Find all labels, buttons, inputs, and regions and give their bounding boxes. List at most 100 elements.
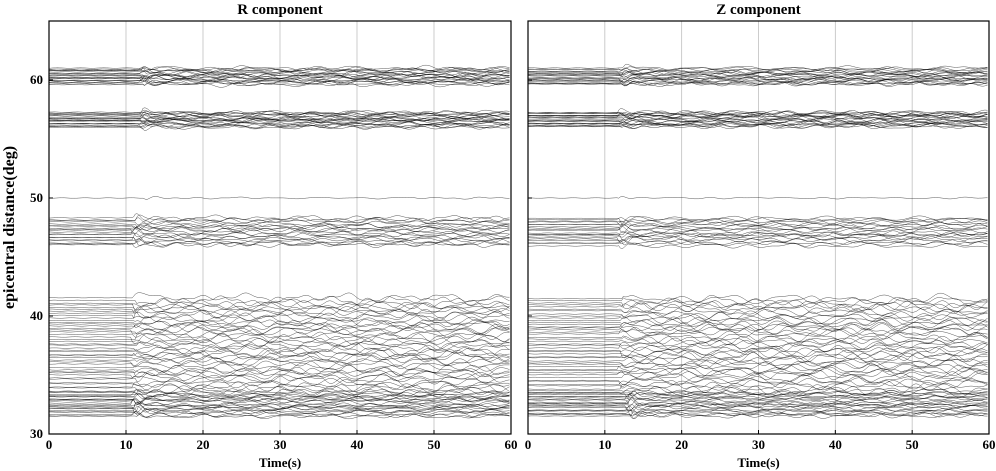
x-tick-label: 30 bbox=[274, 437, 287, 452]
waveform-trace bbox=[528, 411, 988, 419]
waveform-trace bbox=[49, 396, 510, 405]
waveform-trace bbox=[49, 398, 510, 407]
y-axis-label: epicentral distance(deg) bbox=[1, 146, 18, 309]
waveform-trace bbox=[49, 109, 510, 116]
waveform-trace bbox=[49, 74, 510, 82]
waveform-trace bbox=[528, 364, 988, 376]
waveform-trace bbox=[49, 362, 510, 374]
waveform-trace bbox=[528, 239, 988, 246]
waveform-trace bbox=[49, 329, 510, 340]
waveform-trace bbox=[528, 292, 988, 304]
waveform-trace bbox=[49, 309, 510, 321]
waveform-trace bbox=[528, 316, 988, 326]
waveform-trace bbox=[528, 196, 988, 200]
waveform-trace bbox=[528, 346, 988, 359]
waveform-trace bbox=[49, 373, 510, 385]
waveform-trace bbox=[49, 367, 510, 378]
waveform-trace bbox=[49, 319, 510, 329]
waveform-trace bbox=[528, 75, 988, 81]
waveform-trace bbox=[528, 394, 988, 402]
waveform-trace bbox=[528, 327, 988, 336]
waveform-trace bbox=[49, 385, 510, 396]
waveform-trace bbox=[528, 77, 988, 83]
waveform-trace bbox=[528, 66, 988, 72]
x-tick-label: 60 bbox=[505, 437, 518, 452]
waveform-trace bbox=[49, 406, 510, 415]
waveform-trace bbox=[528, 220, 988, 227]
waveform-trace bbox=[49, 372, 510, 384]
waveform-trace bbox=[528, 110, 988, 117]
waveform-trace bbox=[528, 399, 988, 407]
waveform-trace bbox=[528, 70, 988, 76]
waveform-trace bbox=[528, 348, 988, 360]
waveform-trace bbox=[49, 121, 510, 128]
waveform-trace bbox=[528, 329, 988, 340]
x-tick-label: 50 bbox=[428, 437, 441, 452]
waveform-trace bbox=[528, 351, 988, 363]
waveform-trace bbox=[49, 117, 510, 123]
waveform-traces bbox=[49, 64, 510, 420]
waveform-trace bbox=[528, 355, 988, 367]
x-tick-label: 10 bbox=[120, 437, 133, 452]
waveform-trace bbox=[528, 122, 988, 128]
waveform-trace bbox=[528, 336, 988, 347]
waveform-trace bbox=[528, 118, 988, 125]
waveform-trace bbox=[49, 338, 510, 350]
waveform-trace bbox=[49, 404, 510, 414]
waveform-trace bbox=[49, 225, 510, 233]
waveform-trace bbox=[49, 344, 510, 356]
waveform-trace bbox=[49, 398, 510, 405]
waveform-trace bbox=[49, 230, 510, 238]
waveform-trace bbox=[49, 226, 510, 236]
waveform-traces bbox=[528, 63, 988, 419]
waveform-trace bbox=[528, 78, 988, 84]
waveform-trace bbox=[528, 223, 988, 231]
waveform-trace bbox=[49, 303, 510, 315]
waveform-trace bbox=[49, 355, 510, 366]
waveform-trace bbox=[49, 292, 510, 303]
waveform-trace bbox=[528, 369, 988, 380]
waveform-trace bbox=[528, 407, 988, 416]
waveform-trace bbox=[528, 67, 988, 74]
waveform-trace bbox=[49, 396, 510, 405]
waveform-trace bbox=[49, 64, 510, 72]
waveform-trace bbox=[49, 358, 510, 370]
waveform-trace bbox=[528, 341, 988, 354]
waveform-trace bbox=[528, 120, 988, 126]
waveform-trace bbox=[49, 349, 510, 361]
x-tick-label: 0 bbox=[46, 437, 53, 452]
waveform-trace bbox=[49, 240, 510, 247]
waveform-trace bbox=[528, 243, 988, 249]
x-tick-label: 40 bbox=[351, 437, 364, 452]
waveform-trace bbox=[49, 66, 510, 73]
waveform-trace bbox=[528, 380, 988, 391]
x-axis-label: Time(s) bbox=[737, 455, 779, 470]
waveform-trace bbox=[528, 390, 988, 397]
waveform-trace bbox=[528, 375, 988, 386]
waveform-trace bbox=[528, 345, 988, 357]
waveform-trace bbox=[528, 297, 988, 309]
waveform-trace bbox=[49, 117, 510, 123]
waveform-trace bbox=[528, 310, 988, 322]
waveform-trace bbox=[49, 327, 510, 336]
waveform-trace bbox=[528, 120, 988, 127]
waveform-trace bbox=[49, 228, 510, 238]
waveform-trace bbox=[528, 74, 988, 81]
waveform-trace bbox=[49, 107, 510, 115]
panel-title: Z component bbox=[716, 2, 801, 18]
waveform-trace bbox=[528, 339, 988, 350]
waveform-trace bbox=[49, 411, 510, 419]
y-tick-label: 60 bbox=[30, 72, 43, 87]
waveform-trace bbox=[528, 236, 988, 246]
waveform-trace bbox=[49, 331, 510, 344]
waveform-trace bbox=[528, 383, 988, 395]
waveform-trace bbox=[528, 408, 988, 417]
x-tick-label: 0 bbox=[525, 437, 532, 452]
waveform-trace bbox=[49, 121, 510, 128]
waveform-trace bbox=[528, 117, 988, 124]
waveform-trace bbox=[528, 303, 988, 316]
waveform-trace bbox=[49, 332, 510, 345]
waveform-trace bbox=[49, 388, 510, 398]
waveform-trace bbox=[528, 79, 988, 86]
waveform-trace bbox=[528, 411, 988, 419]
